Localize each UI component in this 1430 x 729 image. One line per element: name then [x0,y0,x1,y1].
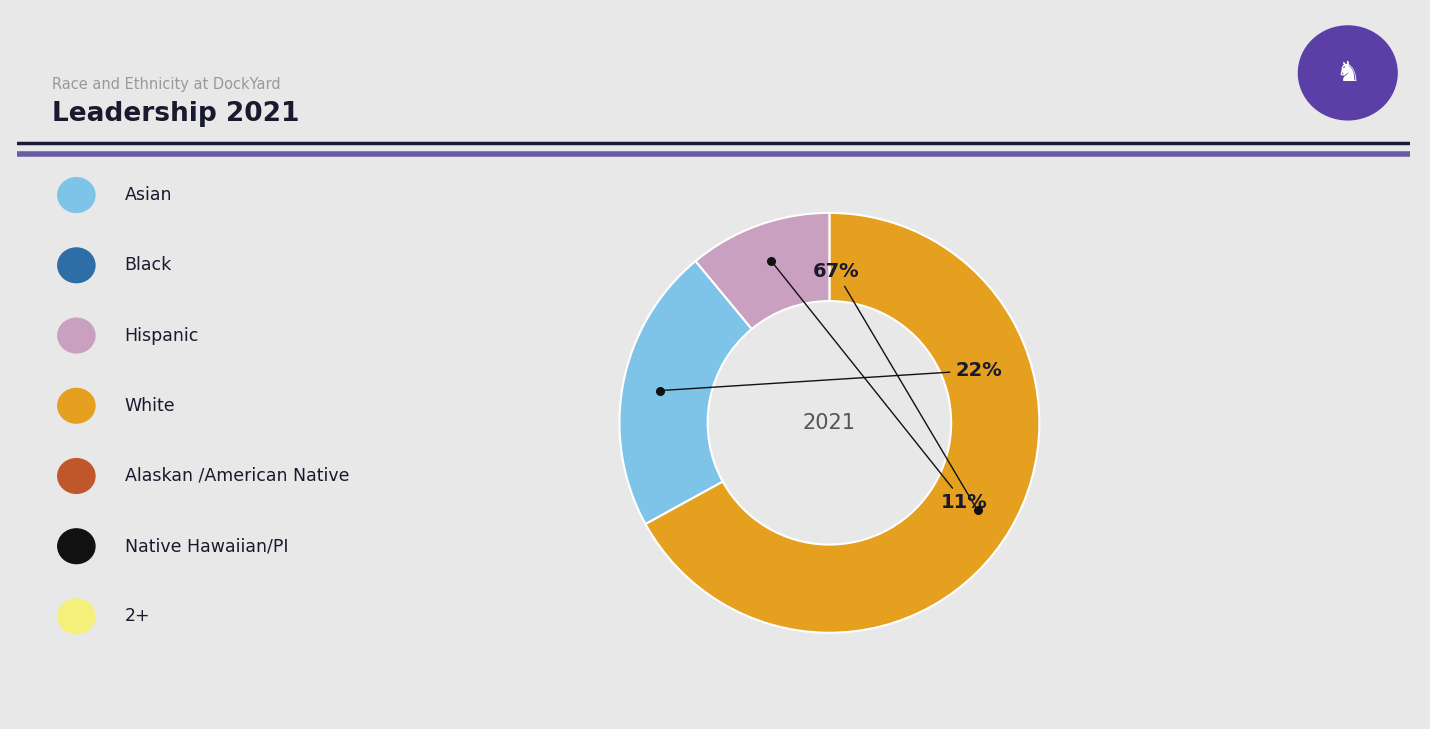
Text: White: White [124,397,176,415]
Text: Native Hawaiian/PI: Native Hawaiian/PI [124,537,289,555]
Ellipse shape [57,389,94,423]
Text: Race and Ethnicity at DockYard: Race and Ethnicity at DockYard [51,77,280,92]
Text: Asian: Asian [124,186,172,204]
Text: 22%: 22% [664,361,1002,391]
Text: Black: Black [124,257,172,274]
Wedge shape [695,213,829,329]
Ellipse shape [57,529,94,564]
Text: Hispanic: Hispanic [124,327,199,345]
Text: Leadership 2021: Leadership 2021 [51,101,299,127]
Ellipse shape [57,248,94,283]
Wedge shape [619,261,752,524]
Text: ♞: ♞ [1336,59,1360,87]
Ellipse shape [57,599,94,634]
Text: 11%: 11% [772,263,988,512]
Text: 67%: 67% [812,262,977,508]
Text: Alaskan /American Native: Alaskan /American Native [124,467,349,485]
Wedge shape [645,213,1040,633]
Circle shape [1298,26,1397,120]
Ellipse shape [57,178,94,212]
Ellipse shape [57,459,94,494]
Text: 2021: 2021 [802,413,857,433]
Text: 2+: 2+ [124,607,150,625]
Ellipse shape [57,318,94,353]
